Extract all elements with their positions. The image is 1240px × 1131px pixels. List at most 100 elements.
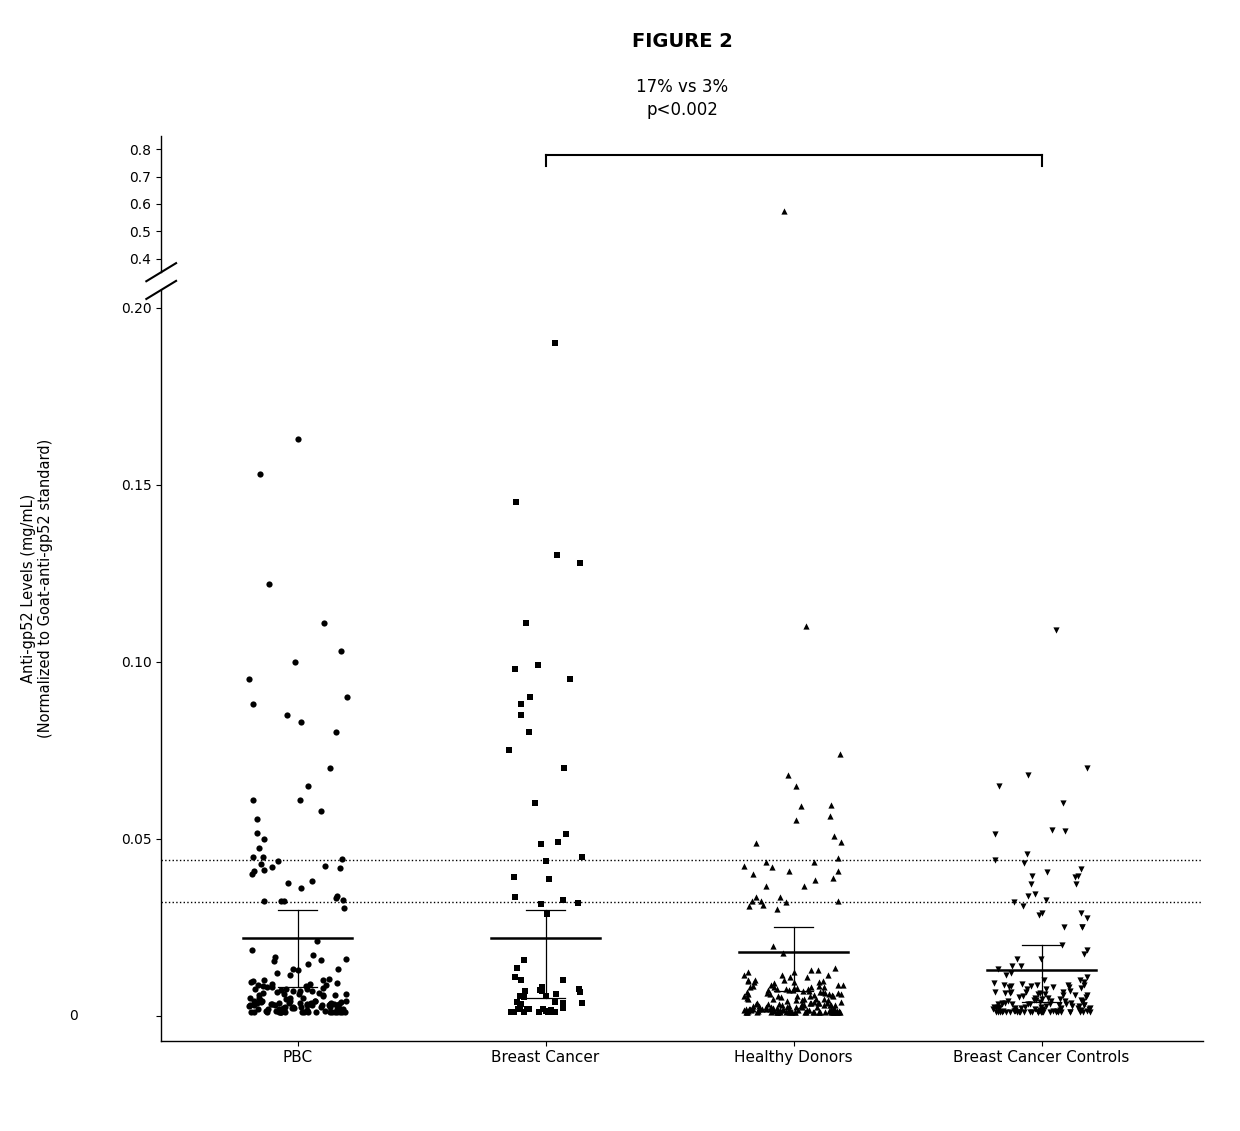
Point <box>828 984 848 1002</box>
Point <box>1054 986 1074 1004</box>
Point <box>1078 986 1097 1004</box>
Point <box>776 1003 796 1021</box>
Point <box>792 992 812 1010</box>
Point <box>257 1003 277 1021</box>
Point <box>992 1003 1012 1021</box>
Point <box>785 973 805 991</box>
Point <box>267 965 286 983</box>
Point <box>515 987 534 1005</box>
Point <box>242 973 262 991</box>
Point <box>990 1000 1009 1018</box>
Point <box>766 979 786 998</box>
Point <box>988 1003 1008 1021</box>
Point <box>1030 984 1050 1002</box>
Point <box>241 988 260 1007</box>
Point <box>520 724 539 742</box>
Point <box>780 968 800 986</box>
Point <box>823 1003 843 1021</box>
Point <box>753 896 773 914</box>
Point <box>756 853 776 871</box>
Point <box>259 1001 279 1019</box>
Point <box>738 973 758 991</box>
Point <box>988 999 1008 1017</box>
Point <box>290 791 310 809</box>
Point <box>823 999 843 1017</box>
Point <box>329 960 348 978</box>
Point <box>806 991 826 1009</box>
Point <box>516 614 536 632</box>
Point <box>1009 987 1029 1005</box>
Point <box>737 1003 756 1021</box>
Point <box>296 1001 316 1019</box>
Point <box>1071 904 1091 922</box>
Point <box>794 878 813 896</box>
Point <box>745 970 765 988</box>
Point <box>1073 918 1092 936</box>
Point <box>1001 1003 1021 1021</box>
Point <box>1024 991 1044 1009</box>
Point <box>306 1003 326 1021</box>
Point <box>1012 975 1032 993</box>
Point <box>544 993 564 1011</box>
Point <box>799 1001 818 1019</box>
Point <box>1074 996 1094 1015</box>
Point <box>536 852 556 870</box>
Point <box>298 994 317 1012</box>
Point <box>796 1003 816 1021</box>
Point <box>275 1003 295 1021</box>
Point <box>786 777 806 795</box>
Point <box>312 986 332 1004</box>
Point <box>1014 999 1034 1017</box>
Point <box>241 1003 260 1021</box>
Point <box>329 995 348 1013</box>
Point <box>336 985 356 1003</box>
Point <box>326 889 346 907</box>
Point <box>254 892 274 910</box>
Point <box>737 1003 756 1021</box>
Point <box>320 1003 340 1021</box>
Point <box>316 976 336 994</box>
Point <box>1054 918 1074 936</box>
Point <box>808 973 828 991</box>
Point <box>763 990 782 1008</box>
Point <box>253 992 273 1010</box>
Point <box>740 1001 760 1019</box>
Point <box>1042 992 1061 1010</box>
Point <box>801 961 821 979</box>
Point <box>249 986 269 1004</box>
Point <box>243 973 263 991</box>
Point <box>808 994 828 1012</box>
Point <box>1003 893 1023 912</box>
Point <box>506 493 526 511</box>
Point <box>532 982 552 1000</box>
Point <box>1028 1003 1048 1021</box>
Point <box>249 988 269 1007</box>
Point <box>771 995 791 1013</box>
Point <box>782 1003 802 1021</box>
Point <box>505 968 525 986</box>
Point <box>542 1001 562 1019</box>
Point <box>810 1003 830 1021</box>
Point <box>291 713 311 731</box>
Point <box>1021 994 1040 1012</box>
Point <box>570 984 590 1002</box>
Point <box>553 970 573 988</box>
Point <box>290 879 310 897</box>
Point <box>247 824 267 843</box>
Point <box>804 1003 823 1021</box>
Point <box>761 1003 781 1021</box>
Point <box>274 892 294 910</box>
Point <box>779 1002 799 1020</box>
Point <box>1043 1002 1063 1020</box>
Point <box>1021 1003 1040 1021</box>
Point <box>532 977 552 995</box>
Point <box>1053 935 1073 953</box>
Point <box>548 834 568 852</box>
Point <box>988 998 1008 1016</box>
Point <box>734 987 754 1005</box>
Point <box>1047 1002 1066 1020</box>
Point <box>768 987 787 1005</box>
Point <box>831 832 851 851</box>
Point <box>756 877 776 895</box>
Point <box>254 861 274 879</box>
